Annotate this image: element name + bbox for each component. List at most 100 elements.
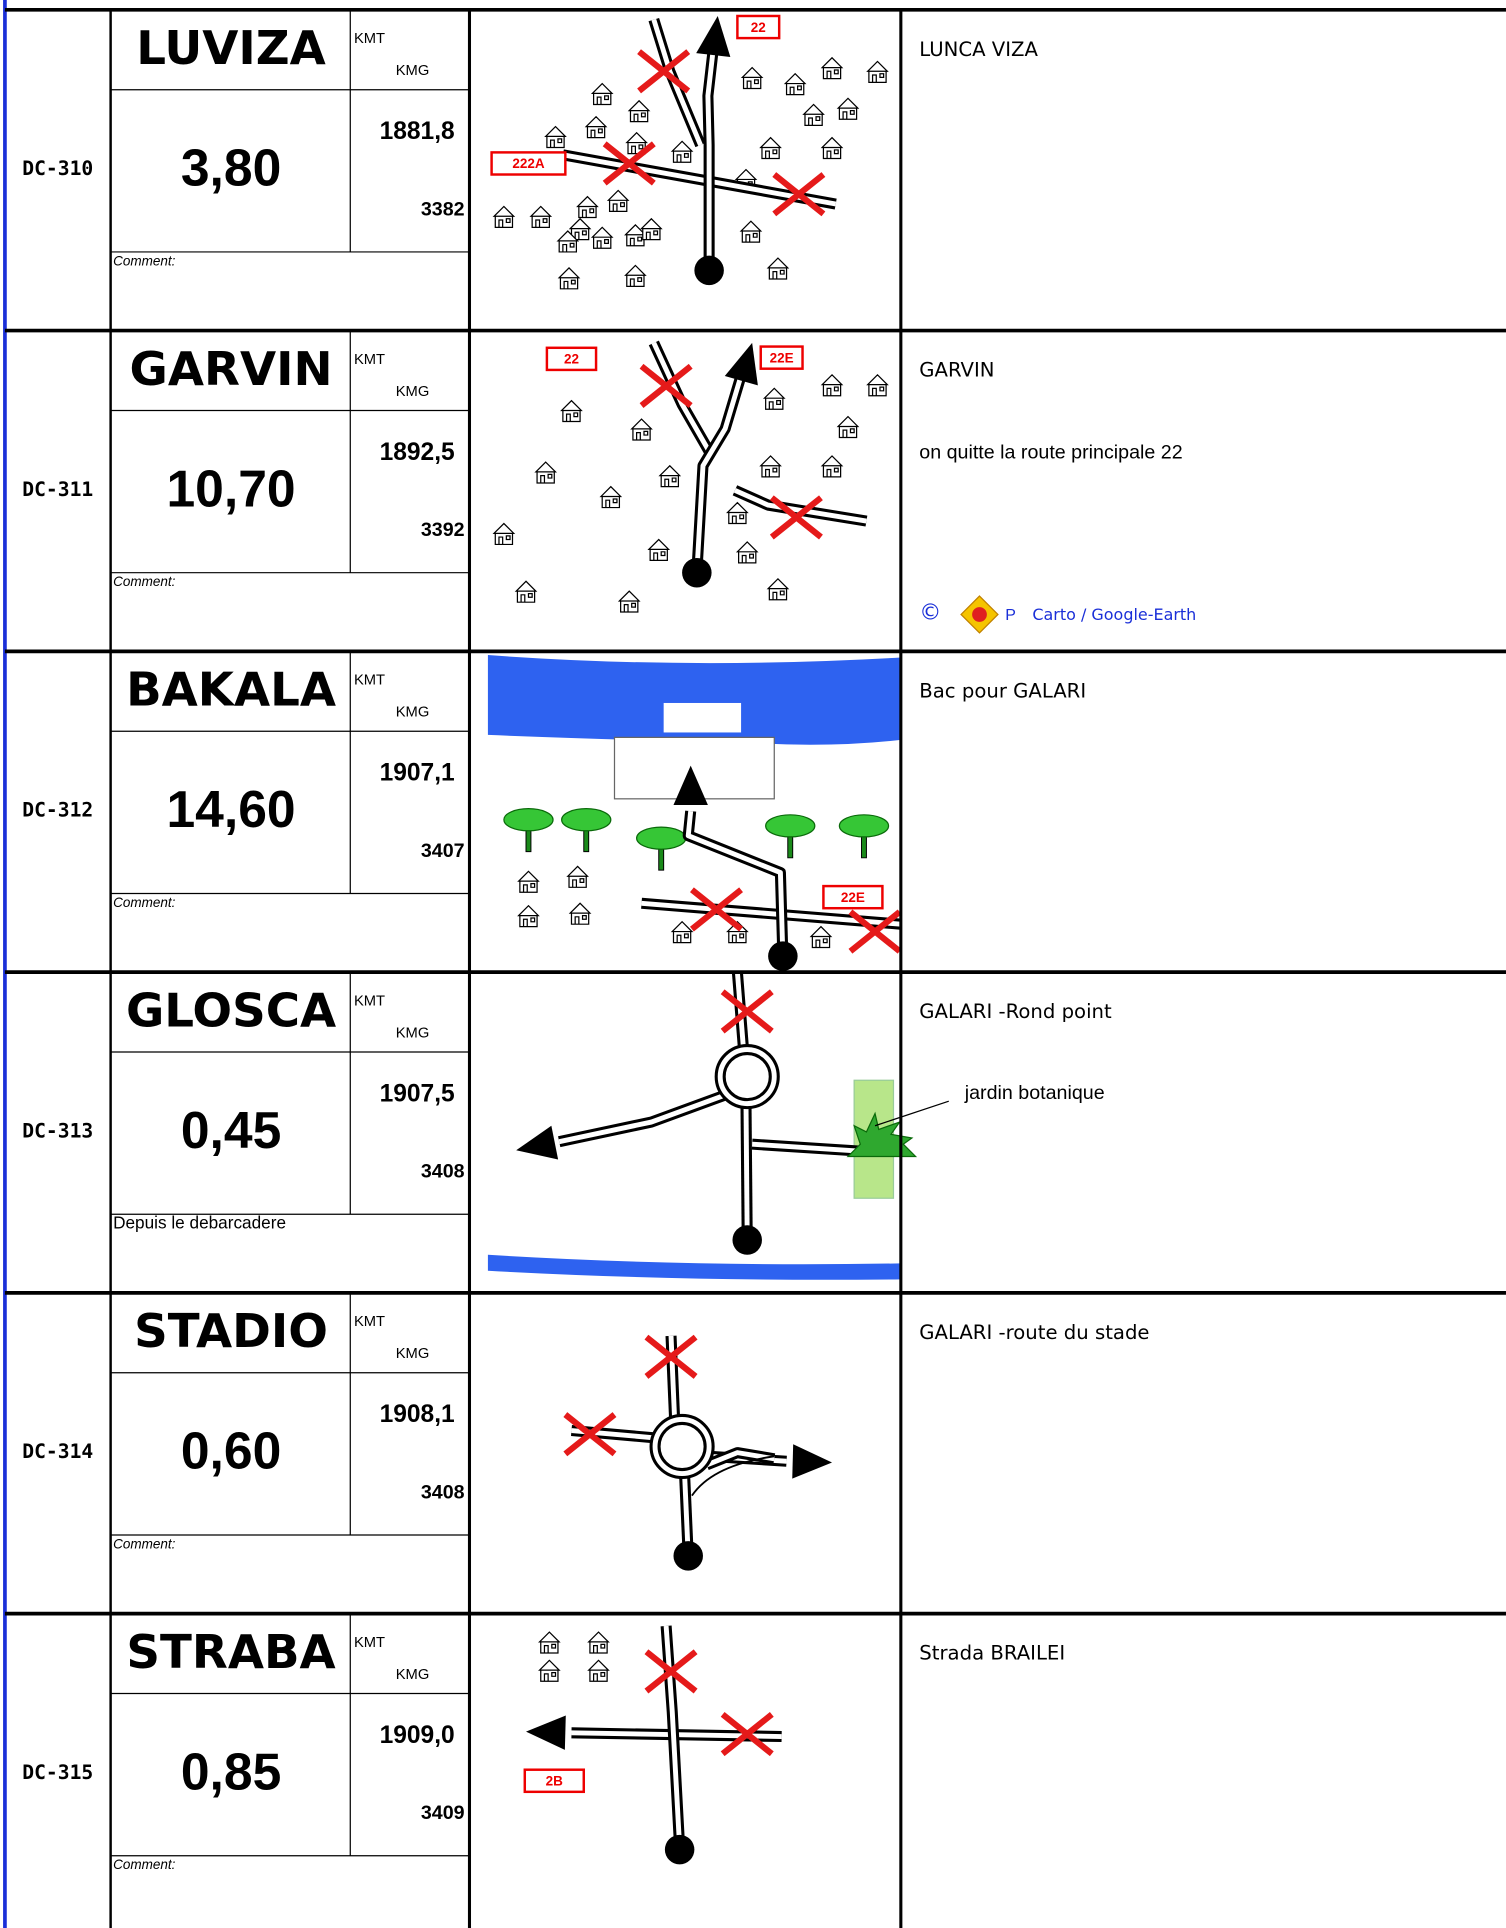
credit-logo-text: P — [1005, 607, 1016, 624]
road-inner — [562, 152, 837, 207]
kmt-value: 1907,5 — [380, 1080, 455, 1107]
house — [529, 205, 553, 228]
house — [568, 217, 592, 241]
house — [820, 455, 844, 478]
kmg-label: KMG — [396, 63, 430, 79]
map: 22E — [487, 655, 902, 971]
description: on quitte la route principale 22 — [919, 442, 1182, 464]
partial-distance: 3,80 — [181, 139, 281, 197]
house — [534, 461, 557, 484]
kmg-label: KMG — [396, 1025, 430, 1041]
partial-distance: 14,60 — [166, 780, 295, 838]
arrow-head — [673, 765, 708, 805]
road-number-box — [490, 151, 567, 176]
kmt-label: KMT — [354, 352, 385, 368]
place-name: LUVIZA — [136, 22, 326, 76]
roadbook-row: 2B DC-315 STRABA KMT KMG 0,85 1909,0 3409 Commen… — [4, 1611, 1506, 1928]
arrow-head — [526, 1715, 566, 1750]
kmg-value: 3382 — [421, 198, 465, 220]
credit-symbol: © — [919, 600, 941, 626]
partial-distance: 0,60 — [181, 1422, 281, 1480]
kmt-label: KMT — [354, 1635, 385, 1651]
kmg-value: 3408 — [421, 1161, 465, 1183]
tree-crown — [636, 826, 687, 850]
house — [587, 1631, 610, 1654]
comment: Comment: — [113, 1857, 176, 1872]
kmg-value: 3407 — [421, 840, 465, 862]
house — [735, 541, 759, 564]
river — [487, 1254, 901, 1280]
tree-crown — [561, 808, 612, 832]
kmg-value: 3409 — [421, 1802, 465, 1824]
road-inner — [668, 1335, 678, 1423]
house — [726, 501, 749, 525]
partial-distance: 10,70 — [166, 459, 295, 517]
house — [517, 870, 540, 893]
house — [606, 189, 630, 212]
house — [560, 399, 583, 423]
roundabout-inner — [717, 1047, 777, 1107]
bush — [846, 1111, 918, 1158]
house — [584, 115, 608, 139]
start-dot — [694, 255, 724, 286]
house — [557, 267, 581, 290]
landing — [663, 702, 742, 733]
house — [590, 226, 614, 249]
description: Strada BRAILEI — [919, 1642, 1065, 1665]
house — [556, 230, 580, 253]
map: 22 222A — [490, 14, 889, 290]
house — [576, 195, 599, 219]
kmt-label: KMT — [354, 993, 385, 1009]
start-dot — [768, 941, 798, 971]
arrow-head — [516, 1125, 559, 1160]
road-number-box — [545, 346, 598, 372]
comment: Comment: — [113, 253, 176, 268]
road-number: 2B — [546, 1774, 564, 1789]
comment: Comment: — [113, 895, 176, 910]
road-inner — [733, 488, 867, 524]
slip-road — [691, 1455, 775, 1497]
house — [836, 97, 860, 120]
arrow-head — [696, 15, 731, 58]
no-way-cross — [720, 1712, 774, 1757]
house — [599, 485, 623, 509]
place-name: GLOSCA — [126, 984, 336, 1038]
map-note: jardin botanique — [964, 1082, 1105, 1104]
arrow-head — [792, 1444, 833, 1479]
house — [658, 464, 682, 488]
house — [538, 1631, 561, 1654]
tree-crown — [503, 808, 554, 832]
road-inner — [558, 1092, 726, 1145]
kmt-label: KMT — [354, 1314, 385, 1330]
house — [809, 925, 833, 949]
roundabout-inner — [652, 1416, 712, 1476]
roadbook-row: jardin botanique DC-313 GLOSCA KMT KMG 0,45 19… — [4, 970, 1506, 1293]
road-inner — [694, 379, 743, 573]
place-name: STADIO — [134, 1305, 328, 1359]
arrow-head — [724, 342, 758, 386]
pointer — [874, 1100, 949, 1127]
road-number: 22 — [751, 20, 766, 35]
road-inner — [663, 1625, 683, 1848]
house — [762, 387, 786, 410]
house — [670, 140, 694, 163]
house — [802, 103, 825, 126]
kmg-label: KMG — [396, 705, 430, 721]
start-dot — [673, 1541, 703, 1571]
house — [759, 136, 782, 160]
kmt-value: 1909,0 — [380, 1722, 455, 1749]
kmt-label: KMT — [354, 673, 385, 689]
house — [647, 538, 671, 562]
place-name: BAKALA — [126, 664, 336, 718]
step-id: DC-312 — [22, 799, 93, 822]
house — [517, 904, 540, 928]
no-way-cross — [602, 141, 656, 186]
house — [640, 217, 663, 241]
place-name: STRABA — [126, 1626, 335, 1680]
no-way-cross — [690, 887, 743, 932]
road-number: 22E — [841, 890, 865, 905]
no-way-cross — [644, 1334, 698, 1379]
